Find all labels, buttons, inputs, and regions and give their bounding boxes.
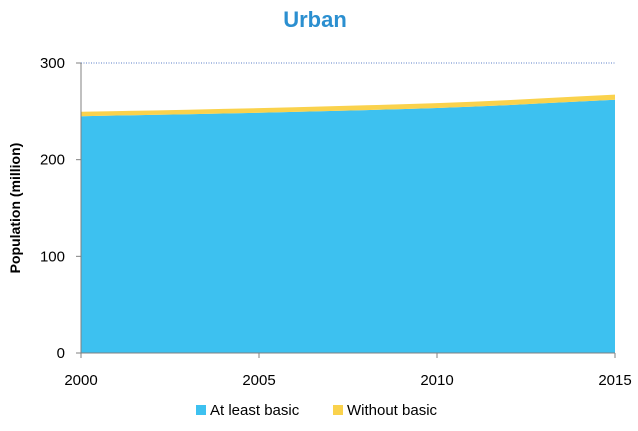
legend: At least basic Without basic bbox=[196, 402, 438, 419]
y-tick-label: 0 bbox=[57, 345, 65, 362]
legend-label: At least basic bbox=[210, 402, 300, 419]
y-tick-label: 200 bbox=[40, 152, 65, 169]
y-axis-label: Population (million) bbox=[7, 143, 23, 274]
chart-title: Urban bbox=[283, 7, 347, 32]
x-tick-label: 2000 bbox=[64, 372, 97, 389]
x-tick-label: 2010 bbox=[420, 372, 453, 389]
area-series-without-basic bbox=[81, 94, 615, 117]
y-tick-label: 300 bbox=[40, 55, 65, 72]
legend-swatch-at-least-basic bbox=[196, 405, 206, 415]
y-tick-label: 100 bbox=[40, 248, 65, 265]
legend-label: Without basic bbox=[347, 402, 438, 419]
x-tick-label: 2005 bbox=[242, 372, 275, 389]
plot-area: 0 100 200 300 2000 2005 2010 2015 bbox=[40, 55, 632, 389]
x-tick-label: 2015 bbox=[598, 372, 631, 389]
legend-swatch-without-basic bbox=[333, 405, 343, 415]
area-series-at-least-basic bbox=[81, 99, 615, 353]
